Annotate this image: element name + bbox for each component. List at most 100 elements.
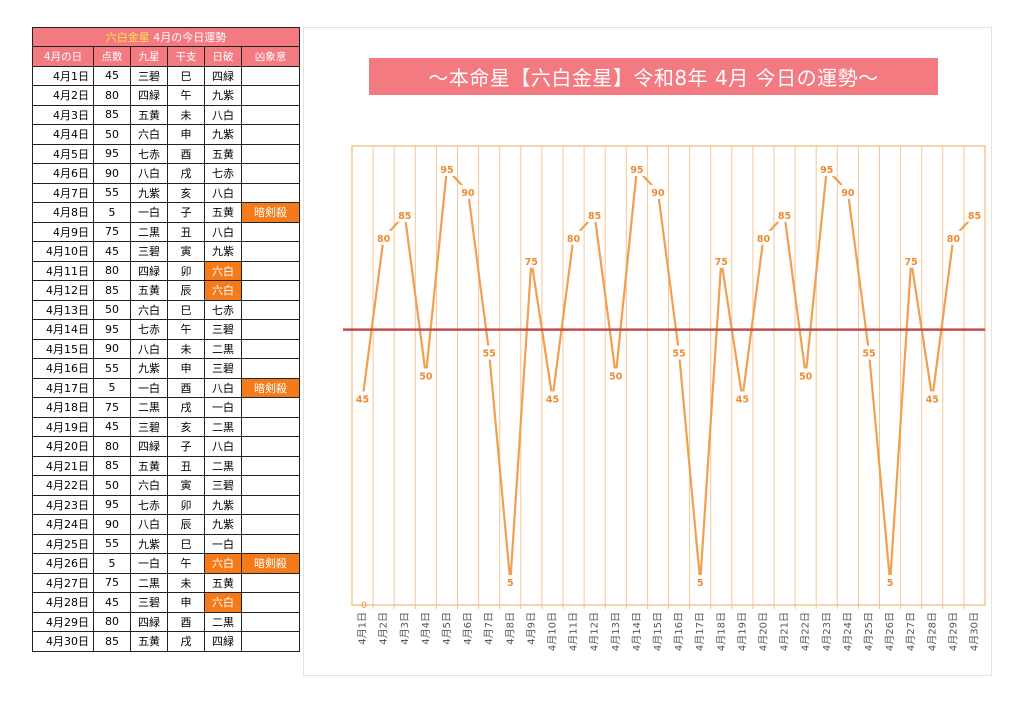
header-kyo: 凶象意: [241, 46, 300, 67]
data-label-bg: [692, 575, 709, 590]
cell-nichiha: 一白: [204, 533, 242, 554]
data-label-bg: [797, 368, 814, 383]
x-tick-label: 4月14日: [631, 612, 643, 651]
table-row: 4月23日 95 七赤卯九紫: [32, 494, 300, 515]
data-label-bg: [607, 368, 624, 383]
data-label-bg: [945, 230, 962, 245]
cell-date: 4月13日: [32, 299, 94, 320]
data-label-bg: [586, 207, 603, 222]
data-label-bg: [460, 184, 477, 199]
cell-date: 4月4日: [32, 124, 94, 145]
table-row: 4月20日 80 四緑子八白: [32, 436, 300, 457]
data-label: 5: [507, 578, 514, 589]
x-tick-label: 4月6日: [462, 612, 474, 645]
x-tick-label: 4月30日: [968, 612, 980, 651]
data-label: 80: [947, 234, 961, 245]
data-label: 55: [862, 349, 875, 360]
data-label: 80: [757, 234, 771, 245]
data-label-bg: [628, 161, 645, 176]
cell-kyusei: 一白: [130, 553, 168, 574]
cell-nichiha: 二黒: [204, 455, 242, 476]
cell-kyusei: 三碧: [130, 241, 168, 262]
x-tick-label: 4月3日: [399, 612, 411, 645]
data-label: 85: [398, 211, 411, 222]
x-tick-label: 4月24日: [842, 612, 854, 651]
data-label-bg: [354, 391, 371, 406]
cell-kyusei: 三碧: [130, 592, 168, 613]
table-title-row: 六白金星 4月の今日運勢: [32, 27, 300, 47]
data-label: 5: [697, 578, 704, 589]
table-row: 4月29日 80 四緑酉二黒: [32, 611, 300, 632]
data-label: 80: [567, 234, 581, 245]
table-row: 4月16日 55 九紫申三碧: [32, 358, 300, 379]
x-tick-label: 4月27日: [905, 612, 917, 651]
data-label: 85: [968, 211, 981, 222]
data-label: 90: [841, 188, 855, 199]
cell-kyusei: 五黄: [130, 280, 168, 301]
cell-nichiha: 六白: [204, 553, 242, 574]
table-body: 4月1日 45 三碧巳四緑 4月2日 80 四緑午九紫 4月3日 85 五黄未八白 4月4日 50 六…: [32, 65, 300, 652]
data-label-bg: [649, 184, 666, 199]
data-label: 95: [820, 165, 833, 176]
cell-kyo: 暗剣殺: [241, 202, 300, 223]
x-tick-label: 4月19日: [736, 612, 748, 651]
header-date: 4月の日: [32, 46, 94, 67]
fortune-table: 六白金星 4月の今日運勢 4月の日 点数 九星 干支 日破 凶象意 4月1日 45…: [32, 27, 300, 652]
cell-nichiha: 三碧: [204, 475, 242, 496]
cell-nichiha: 二黒: [204, 338, 242, 359]
header-eto: 干支: [167, 46, 205, 67]
x-tick-label: 4月18日: [715, 612, 727, 651]
cell-date: 4月22日: [32, 475, 94, 496]
cell-score: 95: [93, 494, 131, 515]
data-label: 45: [546, 394, 559, 405]
data-label-bg: [671, 345, 688, 360]
chart-title: ～本命星【六白金星】令和8年 4月 今日の運勢～: [369, 58, 938, 95]
data-label-bg: [523, 253, 540, 268]
data-label-bg: [903, 253, 920, 268]
data-label-bg: [544, 391, 561, 406]
table-row: 4月28日 45 三碧申六白: [32, 592, 300, 613]
table-row: 4月15日 90 八白未二黒: [32, 338, 300, 359]
data-label-bg: [417, 368, 434, 383]
data-label-bg: [924, 391, 941, 406]
data-label: 45: [356, 394, 369, 405]
data-label-bg: [966, 207, 983, 222]
cell-kyo: [241, 631, 300, 652]
cell-kyusei: 四緑: [130, 85, 168, 106]
data-label-bg: [860, 345, 877, 360]
data-label-bg: [396, 207, 413, 222]
cell-date: 4月5日: [32, 143, 94, 164]
data-label: 95: [440, 165, 453, 176]
cell-date: 4月15日: [32, 338, 94, 359]
header-nichiha: 日破: [204, 46, 242, 67]
cell-kyusei: 六白: [130, 124, 168, 145]
cell-kyusei: 九紫: [130, 358, 168, 379]
x-tick-label: 4月17日: [694, 612, 706, 651]
data-label: 75: [525, 257, 538, 268]
cell-date: 4月11日: [32, 260, 94, 281]
data-label-bg: [502, 575, 519, 590]
table-row: 4月3日 85 五黄未八白: [32, 104, 300, 125]
table-row: 4月11日 80 四緑卯六白: [32, 260, 300, 281]
data-label: 85: [778, 211, 791, 222]
cell-nichiha: 九紫: [204, 124, 242, 145]
data-label-bg: [839, 184, 856, 199]
data-label: 50: [419, 372, 433, 383]
x-tick-label: 4月26日: [884, 612, 896, 651]
cell-nichiha: 八白: [204, 377, 242, 398]
cell-score: 85: [93, 631, 131, 652]
cell-score: 90: [93, 338, 131, 359]
x-tick-label: 4月21日: [779, 612, 791, 651]
table-title-text: 4月の今日運勢: [153, 31, 227, 44]
data-label: 75: [905, 257, 918, 268]
data-label: 55: [483, 349, 496, 360]
x-tick-label: 4月23日: [821, 612, 833, 651]
data-label: 50: [609, 372, 623, 383]
data-label: 90: [651, 188, 665, 199]
cell-date: 4月29日: [32, 611, 94, 632]
data-label: 85: [588, 211, 601, 222]
data-label-bg: [882, 575, 899, 590]
table-row: 4月6日 90 八白戌七赤: [32, 163, 300, 184]
x-tick-label: 4月29日: [947, 612, 959, 651]
table-row: 4月2日 80 四緑午九紫: [32, 85, 300, 106]
